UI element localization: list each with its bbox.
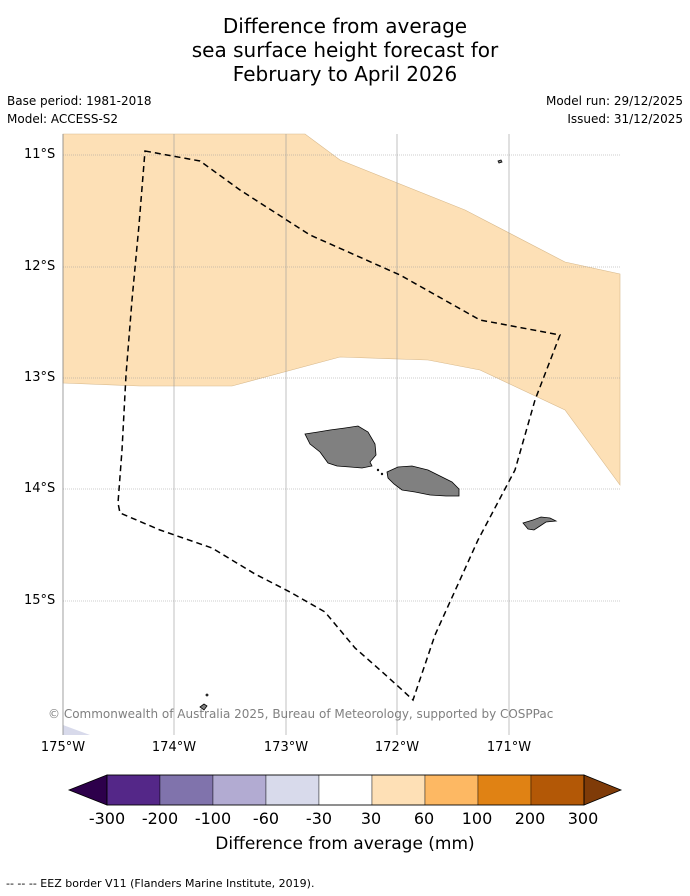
eez-footnote: -- -- -- EEZ border V11 (Flanders Marine…: [6, 877, 315, 890]
cbar-segment-2: [159, 774, 214, 806]
cbar-segment-9: [530, 774, 585, 806]
lat-label-14s: 14°S: [24, 481, 56, 496]
model-name: Model: ACCESS-S2: [7, 112, 119, 126]
lat-label-11s: 11°S: [24, 147, 56, 162]
lon-label-173w: 173°W: [263, 740, 309, 755]
islet-apolima: [376, 468, 380, 472]
chart-title: Difference from average sea surface heig…: [0, 14, 690, 86]
eez-border: [117, 150, 562, 702]
cbar-tick-30: 30: [360, 809, 382, 828]
lon-label-175w: 175°W: [40, 740, 86, 755]
cbar-segment-8: [477, 774, 532, 806]
cbar-segment-5: [318, 774, 373, 806]
model-run: Model run: 29/12/2025: [545, 94, 683, 108]
cbar-tick-m60: -60: [252, 809, 280, 828]
cbar-tick-60: 60: [413, 809, 435, 828]
cbar-tick-m30: -30: [305, 809, 333, 828]
copyright-notice: © Commonwealth of Australia 2025, Bureau…: [48, 707, 554, 721]
lon-label-174w: 174°W: [151, 740, 197, 755]
cbar-extend-high: [583, 774, 623, 806]
meta-right: Model run: 29/12/2025 Issued: 31/12/2025: [546, 94, 683, 130]
island-upolu: [386, 465, 460, 497]
lon-label-172w: 172°W: [374, 740, 420, 755]
anomaly-region-negative: [63, 725, 90, 735]
cbar-tick-m100: -100: [194, 809, 232, 828]
colorbar-segments: [67, 774, 623, 806]
cbar-segment-3: [212, 774, 267, 806]
islet-manono: [380, 472, 384, 476]
title-line-2: sea surface height forecast for: [191, 38, 499, 62]
cbar-tick-m200: -200: [141, 809, 179, 828]
island-savaii: [304, 425, 377, 469]
base-period: Base period: 1981-2018: [7, 94, 152, 108]
lat-label-12s: 12°S: [24, 259, 56, 274]
cbar-extend-low: [67, 774, 108, 806]
lat-label-15s: 15°S: [24, 593, 56, 608]
anomaly-region-30-60: [62, 133, 621, 486]
grid-lines: [63, 134, 620, 735]
island-tutuila: [522, 516, 558, 531]
title-line-3: February to April 2026: [232, 62, 458, 86]
cbar-tick-300: 300: [567, 809, 599, 828]
issued-date: Issued: 31/12/2025: [567, 112, 683, 126]
cbar-tick-m300: -300: [88, 809, 126, 828]
cbar-tick-200: 200: [514, 809, 546, 828]
cbar-segment-1: [106, 774, 161, 806]
island-niuafoou: [199, 703, 208, 711]
meta-left: Base period: 1981-2018 Model: ACCESS-S2: [7, 94, 152, 130]
cbar-segment-6: [371, 774, 426, 806]
cbar-tick-100: 100: [461, 809, 493, 828]
cbar-frame: [106, 774, 585, 806]
cbar-segment-7: [424, 774, 479, 806]
islet-small: [205, 693, 209, 697]
cbar-segment-4: [265, 774, 320, 806]
island-swains: [497, 159, 503, 164]
colorbar-label: Difference from average (mm): [215, 834, 475, 854]
land-masses: [199, 159, 558, 711]
lat-label-13s: 13°S: [24, 370, 56, 385]
lon-label-171w: 171°W: [486, 740, 532, 755]
title-line-1: Difference from average: [222, 14, 468, 38]
